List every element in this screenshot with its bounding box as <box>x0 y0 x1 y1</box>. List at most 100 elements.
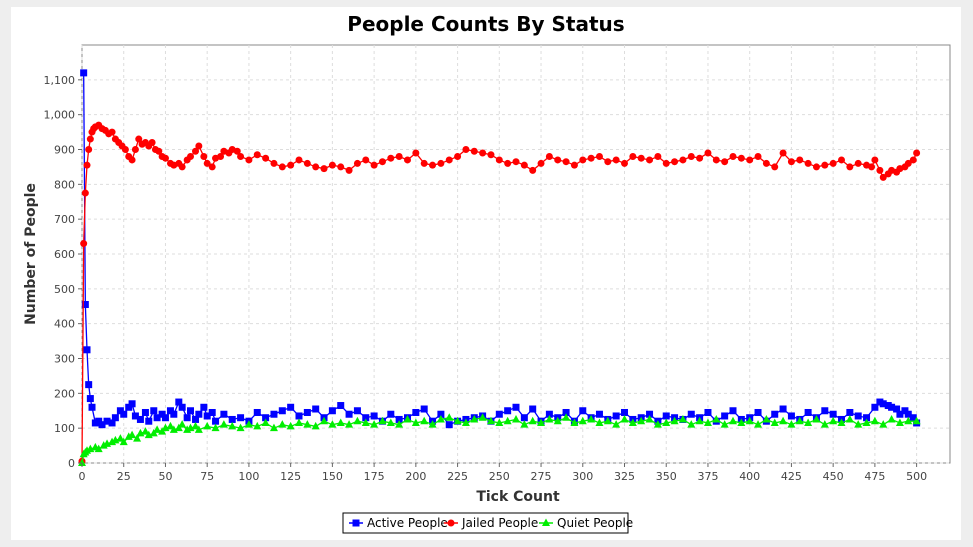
data-point <box>520 161 528 169</box>
data-point <box>148 139 156 147</box>
data-point <box>411 418 420 426</box>
x-tick-label: 450 <box>823 470 844 483</box>
data-point <box>345 410 353 418</box>
data-point <box>395 420 404 428</box>
data-point <box>820 420 829 428</box>
data-point <box>194 425 203 433</box>
data-point <box>78 458 86 466</box>
data-point <box>570 161 578 169</box>
y-tick-label: 800 <box>54 178 75 191</box>
data-point <box>116 434 125 442</box>
data-point <box>86 395 94 403</box>
data-point <box>512 158 520 166</box>
data-point <box>387 154 395 162</box>
x-tick-label: 0 <box>79 470 86 483</box>
data-point <box>495 410 503 418</box>
data-point <box>871 403 879 411</box>
data-point <box>328 161 336 169</box>
data-point <box>81 189 89 197</box>
data-point <box>670 416 679 425</box>
data-point <box>155 147 163 155</box>
data-point <box>253 151 261 159</box>
data-point <box>696 154 704 162</box>
data-point <box>178 420 187 428</box>
data-point <box>612 420 621 428</box>
data-point <box>829 416 838 425</box>
data-point <box>520 414 528 422</box>
data-point <box>453 416 462 425</box>
data-point <box>721 158 729 166</box>
data-point <box>646 156 654 164</box>
data-point <box>312 163 320 171</box>
data-point <box>787 158 795 166</box>
data-point <box>729 152 737 160</box>
data-point <box>353 416 362 425</box>
data-point <box>528 416 537 425</box>
data-point <box>287 161 295 169</box>
data-point <box>311 421 320 430</box>
data-point <box>504 407 512 415</box>
data-point <box>712 156 720 164</box>
data-point <box>228 415 236 423</box>
data-point <box>545 152 553 160</box>
data-point <box>562 408 570 416</box>
data-point <box>178 403 186 411</box>
data-point <box>821 407 829 415</box>
data-point <box>191 421 200 430</box>
data-point <box>595 410 603 418</box>
data-point <box>217 152 225 160</box>
data-point <box>729 407 737 415</box>
data-point <box>81 301 89 309</box>
data-point <box>909 156 917 164</box>
chart: People Counts By Status 0 25 50 75 100 125 150… <box>23 12 951 534</box>
data-point <box>208 163 216 171</box>
y-tick-label: 1,000 <box>44 109 76 122</box>
data-point <box>362 156 370 164</box>
data-point <box>420 405 428 413</box>
data-point <box>746 156 754 164</box>
data-point <box>621 408 628 416</box>
data-point <box>487 151 495 159</box>
data-point <box>378 416 387 425</box>
data-point <box>913 149 921 157</box>
y-tick-label: 600 <box>54 248 75 261</box>
y-tick-label: 100 <box>54 422 75 435</box>
data-point <box>183 414 191 422</box>
data-point <box>662 418 671 426</box>
data-point <box>200 403 208 411</box>
data-point <box>337 163 345 171</box>
data-point <box>203 159 211 167</box>
data-point <box>420 416 429 425</box>
y-tick-label: 500 <box>54 283 75 296</box>
x-tick-label: 325 <box>614 470 635 483</box>
x-tick-label: 250 <box>489 470 510 483</box>
data-point <box>703 418 712 426</box>
y-tick-label: 900 <box>54 144 75 157</box>
data-point <box>370 420 379 428</box>
y-axis-label: Number of People <box>23 183 39 325</box>
data-point <box>192 147 200 155</box>
data-point <box>295 156 303 164</box>
legend-label: Active People <box>367 516 448 530</box>
data-point <box>804 159 812 167</box>
legend-marker <box>542 518 550 526</box>
data-point <box>904 416 913 425</box>
data-point <box>587 154 595 162</box>
data-point <box>437 159 445 167</box>
data-point <box>529 166 537 174</box>
data-point <box>779 416 788 425</box>
data-point <box>812 414 821 423</box>
data-point <box>85 146 93 153</box>
data-point <box>94 444 103 453</box>
data-point <box>845 414 854 423</box>
data-point <box>131 146 139 153</box>
legend-item: Quiet People <box>539 516 633 530</box>
data-point <box>445 156 453 164</box>
data-point <box>662 412 670 420</box>
data-point <box>395 415 403 423</box>
x-axis-label: Tick Count <box>476 489 560 505</box>
data-point <box>712 414 721 423</box>
data-point <box>208 408 216 416</box>
data-point <box>495 156 503 164</box>
data-point <box>603 416 612 425</box>
